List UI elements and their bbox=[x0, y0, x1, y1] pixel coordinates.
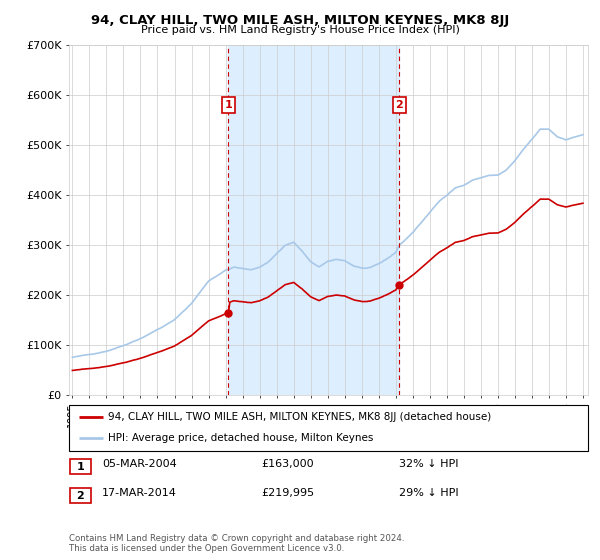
Text: 2: 2 bbox=[395, 100, 403, 110]
Text: 32% ↓ HPI: 32% ↓ HPI bbox=[399, 459, 458, 469]
Text: 1: 1 bbox=[224, 100, 232, 110]
Text: HPI: Average price, detached house, Milton Keynes: HPI: Average price, detached house, Milt… bbox=[108, 433, 373, 444]
Text: 94, CLAY HILL, TWO MILE ASH, MILTON KEYNES, MK8 8JJ: 94, CLAY HILL, TWO MILE ASH, MILTON KEYN… bbox=[91, 14, 509, 27]
Text: £219,995: £219,995 bbox=[261, 488, 314, 498]
Text: 05-MAR-2004: 05-MAR-2004 bbox=[102, 459, 177, 469]
Text: Contains HM Land Registry data © Crown copyright and database right 2024.
This d: Contains HM Land Registry data © Crown c… bbox=[69, 534, 404, 553]
Bar bbox=[229, 45, 399, 395]
Text: 94, CLAY HILL, TWO MILE ASH, MILTON KEYNES, MK8 8JJ (detached house): 94, CLAY HILL, TWO MILE ASH, MILTON KEYN… bbox=[108, 412, 491, 422]
Text: 29% ↓ HPI: 29% ↓ HPI bbox=[399, 488, 458, 498]
Text: 1: 1 bbox=[77, 462, 84, 472]
Text: 2: 2 bbox=[77, 491, 84, 501]
Text: Price paid vs. HM Land Registry's House Price Index (HPI): Price paid vs. HM Land Registry's House … bbox=[140, 25, 460, 35]
Text: 17-MAR-2014: 17-MAR-2014 bbox=[102, 488, 177, 498]
Text: £163,000: £163,000 bbox=[261, 459, 314, 469]
